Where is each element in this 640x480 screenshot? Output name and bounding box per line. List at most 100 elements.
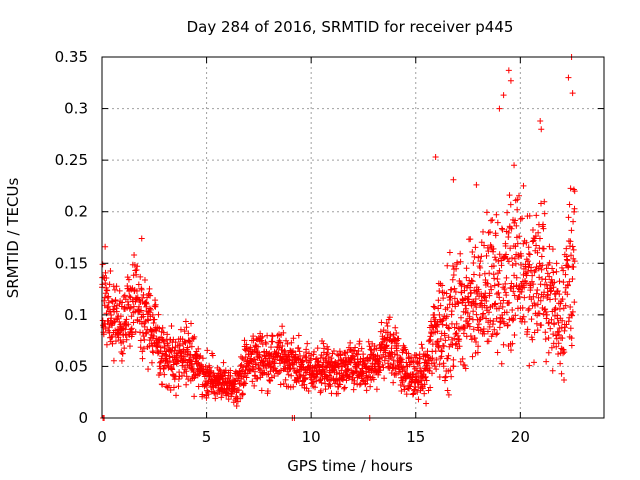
data-point: [106, 281, 113, 288]
data-point: [470, 326, 477, 333]
data-point: [436, 287, 443, 294]
data-point: [529, 336, 536, 343]
data-point: [570, 218, 577, 225]
data-point: [102, 243, 109, 250]
data-point: [431, 311, 438, 318]
data-point: [308, 355, 315, 362]
data-point: [571, 299, 578, 306]
data-point: [181, 338, 188, 345]
data-point: [451, 324, 458, 331]
data-point: [241, 337, 248, 344]
data-point: [505, 229, 512, 236]
data-point: [490, 245, 497, 252]
data-point: [481, 242, 488, 249]
data-point: [461, 325, 468, 332]
data-point: [309, 379, 316, 386]
data-point: [254, 348, 261, 355]
data-point: [168, 323, 175, 330]
data-point: [554, 287, 561, 294]
data-point: [290, 365, 297, 372]
y-axis-label: SRMTID / TECUs: [4, 178, 22, 299]
data-point: [207, 369, 214, 376]
data-point: [562, 302, 569, 309]
data-point: [403, 391, 410, 398]
data-point: [440, 295, 447, 302]
data-point: [356, 381, 363, 388]
data-point: [251, 382, 258, 389]
data-point: [431, 363, 438, 370]
data-point: [159, 353, 166, 360]
data-point: [543, 265, 550, 272]
data-point: [509, 307, 516, 314]
data-point: [341, 350, 348, 357]
data-point: [548, 287, 555, 294]
data-point: [565, 74, 572, 81]
data-point: [499, 315, 506, 322]
data-point: [510, 283, 517, 290]
data-point: [486, 290, 493, 297]
data-point: [203, 394, 210, 401]
data-point: [533, 290, 540, 297]
data-point: [427, 336, 434, 343]
data-point: [472, 296, 479, 303]
data-point: [454, 259, 461, 266]
data-point: [273, 353, 280, 360]
data-point: [520, 313, 527, 320]
data-point: [220, 359, 227, 366]
data-point: [186, 352, 193, 359]
data-point: [487, 317, 494, 324]
data-point: [131, 251, 138, 258]
data-point: [143, 300, 150, 307]
data-point: [542, 276, 549, 283]
data-point: [129, 331, 136, 338]
data-point: [390, 357, 397, 364]
data-point: [545, 349, 552, 356]
data-point: [548, 316, 555, 323]
data-point: [116, 318, 123, 325]
data-point: [552, 305, 559, 312]
data-point: [170, 372, 177, 379]
data-point: [287, 365, 294, 372]
data-point: [341, 385, 348, 392]
data-point: [452, 289, 459, 296]
data-point: [130, 303, 137, 310]
data-point: [350, 386, 357, 393]
data-point: [480, 228, 487, 235]
data-point: [103, 275, 110, 282]
data-point: [322, 386, 329, 393]
data-point: [532, 233, 539, 240]
data-point: [443, 313, 450, 320]
data-point: [199, 391, 206, 398]
data-point: [494, 349, 501, 356]
data-point: [491, 254, 498, 261]
data-point: [461, 362, 468, 369]
data-point: [150, 320, 157, 327]
data-point: [542, 306, 549, 313]
data-point: [218, 394, 225, 401]
data-point: [160, 329, 167, 336]
data-point: [242, 354, 249, 361]
data-point: [104, 294, 111, 301]
data-point: [457, 250, 464, 257]
y-tick-label: 0.35: [55, 48, 88, 66]
data-point: [513, 282, 520, 289]
data-point: [204, 347, 211, 354]
data-point: [409, 391, 416, 398]
data-point: [493, 211, 500, 218]
data-point: [491, 282, 498, 289]
data-point: [563, 321, 570, 328]
data-point: [152, 301, 159, 308]
data-point: [475, 254, 482, 261]
data-point: [436, 373, 443, 380]
data-point: [517, 216, 524, 223]
data-point: [466, 323, 473, 330]
data-point: [288, 372, 295, 379]
data-point: [141, 320, 148, 327]
data-point: [471, 335, 478, 342]
data-point: [318, 370, 325, 377]
data-point: [397, 355, 404, 362]
data-point: [503, 274, 510, 281]
data-point: [132, 328, 139, 335]
data-point: [510, 316, 517, 323]
data-point: [536, 235, 543, 242]
